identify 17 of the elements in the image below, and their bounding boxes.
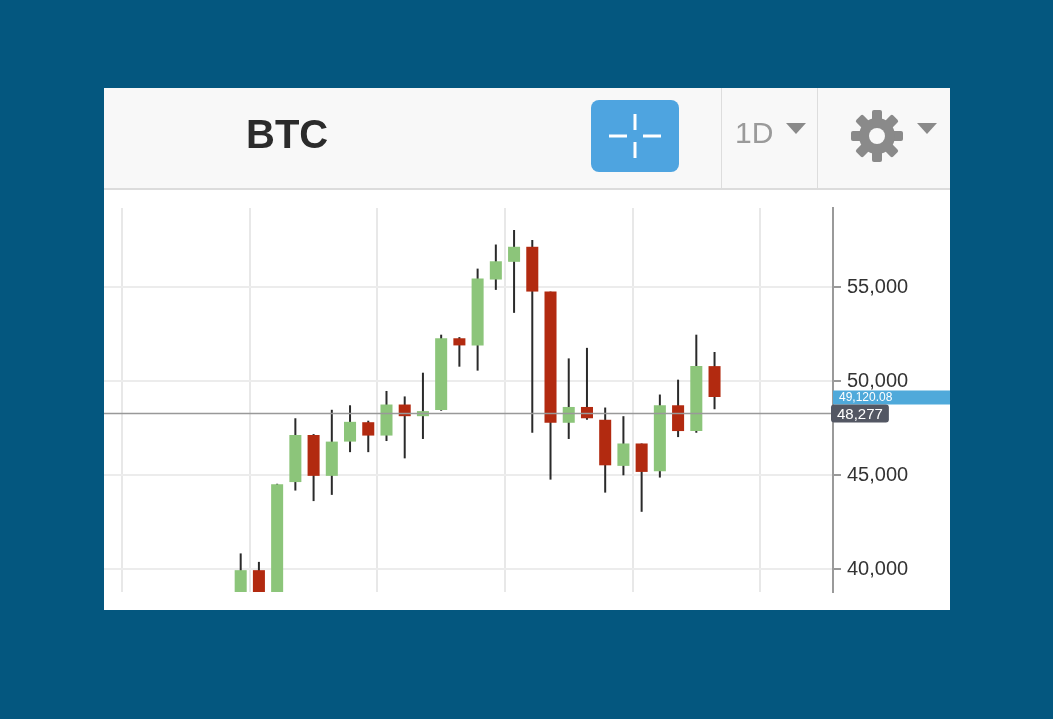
y-tick-label: 40,000	[847, 556, 909, 579]
candlestick	[617, 415, 630, 477]
candlestick	[252, 560, 265, 593]
chart-title: BTC	[246, 112, 329, 157]
ref-line-label: 48,277	[837, 404, 883, 422]
chart-subtitle: 1D	[735, 116, 774, 150]
y-tick-label: 55,000	[847, 274, 909, 297]
candlestick	[489, 243, 502, 291]
candlestick	[234, 552, 247, 593]
candlestick	[344, 404, 357, 454]
candlestick	[362, 419, 375, 454]
candlestick	[508, 229, 521, 314]
text: 49,120.08	[839, 389, 893, 404]
y-tick-label: 50,000	[847, 368, 909, 391]
y-tick-label: 45,000	[847, 462, 909, 485]
candlestick	[453, 336, 466, 368]
candlestick	[562, 357, 575, 440]
